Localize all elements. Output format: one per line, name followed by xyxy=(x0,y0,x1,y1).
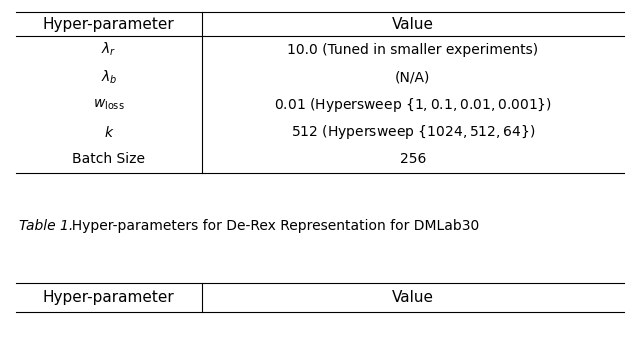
Text: Hyper-parameter: Hyper-parameter xyxy=(43,290,175,305)
Text: 256: 256 xyxy=(399,153,426,166)
Text: Value: Value xyxy=(392,16,434,32)
Text: Batch Size: Batch Size xyxy=(72,153,145,166)
Text: 512 (Hypersweep $\{1024, 512, 64\}$): 512 (Hypersweep $\{1024, 512, 64\}$) xyxy=(291,123,535,141)
Text: $k$: $k$ xyxy=(104,125,114,140)
Text: Value: Value xyxy=(392,290,434,305)
Text: (N/A): (N/A) xyxy=(395,70,431,84)
Text: Hyper-parameter: Hyper-parameter xyxy=(43,16,175,32)
Text: 0.01 (Hypersweep $\{1, 0.1, 0.01, 0.001\}$): 0.01 (Hypersweep $\{1, 0.1, 0.01, 0.001\… xyxy=(274,96,552,114)
Text: $w_{\rm loss}$: $w_{\rm loss}$ xyxy=(93,97,125,112)
Text: $\lambda_r$: $\lambda_r$ xyxy=(101,41,116,58)
Text: Hyper-parameters for De-Rex Representation for DMLab30: Hyper-parameters for De-Rex Representati… xyxy=(63,220,479,233)
Text: 10.0 (Tuned in smaller experiments): 10.0 (Tuned in smaller experiments) xyxy=(287,43,538,57)
Text: Table 1.: Table 1. xyxy=(19,220,74,233)
Text: $\lambda_b$: $\lambda_b$ xyxy=(100,69,117,86)
